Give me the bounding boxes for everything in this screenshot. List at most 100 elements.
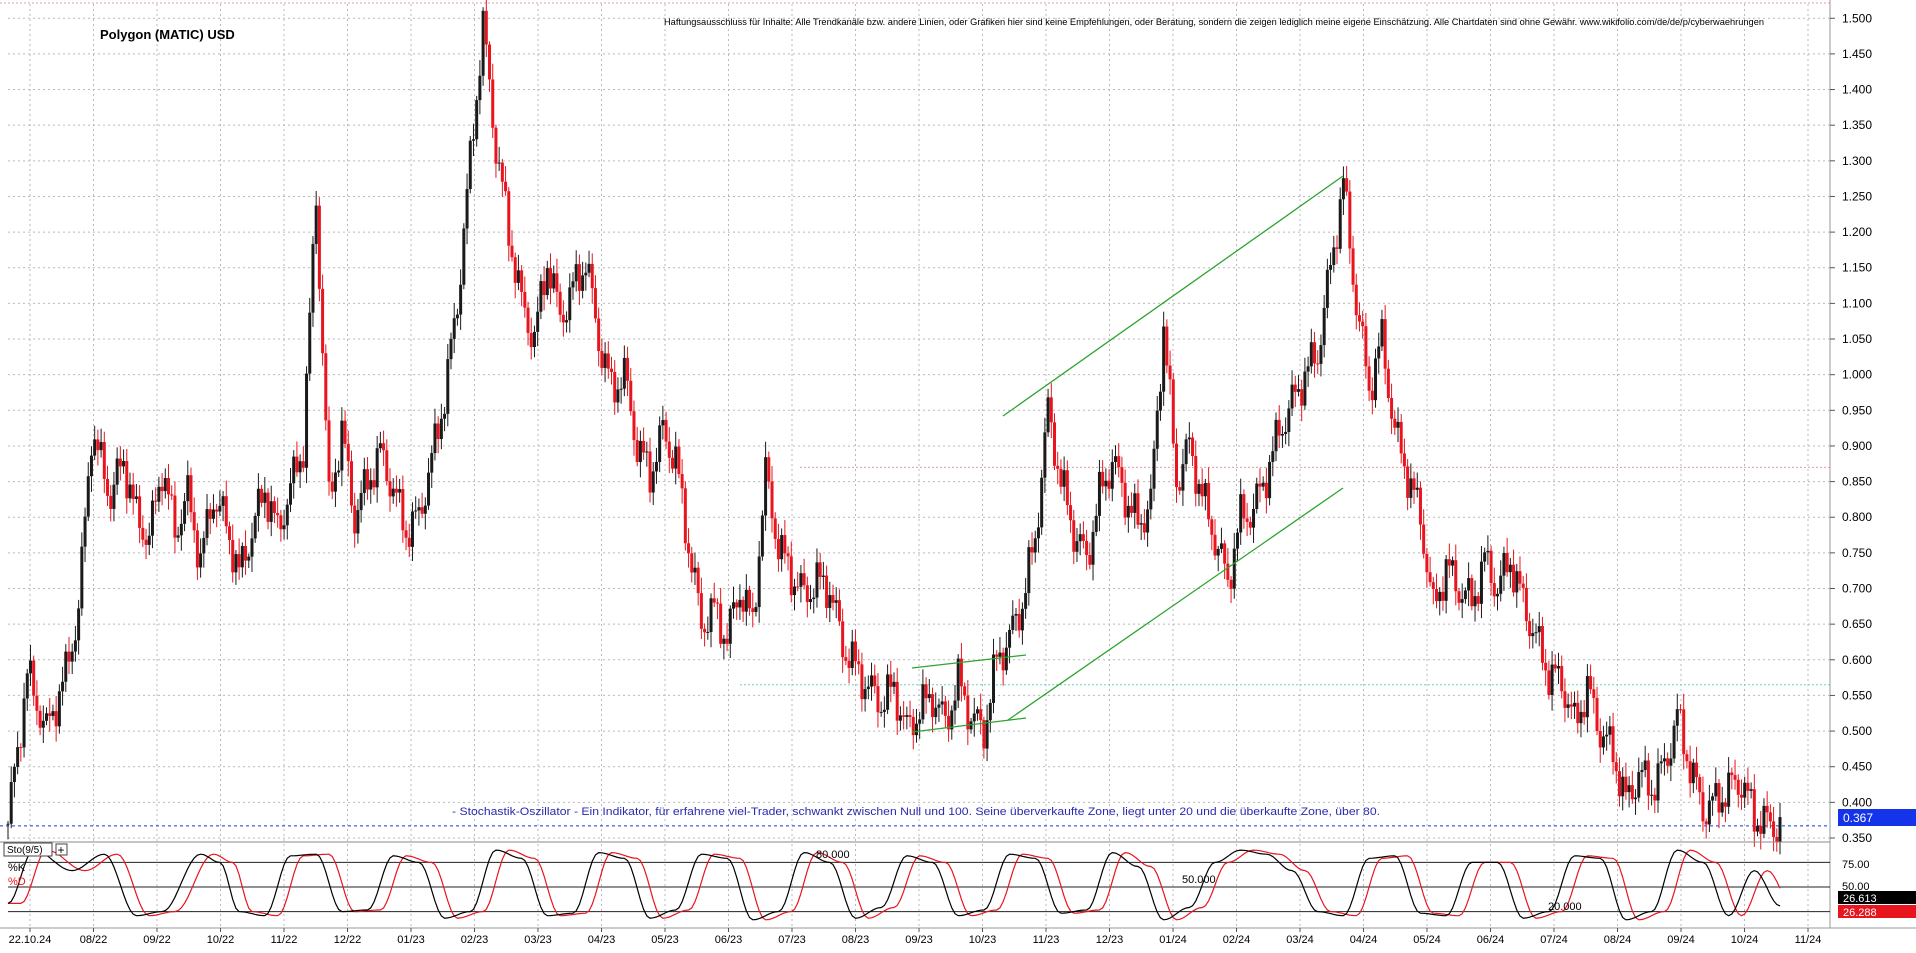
- candle-body: [231, 540, 235, 573]
- price-candle: [1332, 235, 1336, 273]
- price-candle: [565, 311, 569, 333]
- candle-body: [815, 562, 819, 598]
- price-tick-label: 1.000: [1842, 368, 1872, 382]
- candle-body: [770, 481, 774, 519]
- candle-body: [671, 457, 674, 469]
- candle-body: [1386, 368, 1390, 398]
- candle-body: [1752, 789, 1756, 832]
- candle-body: [1181, 464, 1185, 491]
- price-candle: [1120, 456, 1124, 497]
- price-candle: [488, 41, 492, 92]
- candle-body: [449, 338, 453, 360]
- price-candle: [1277, 405, 1281, 449]
- price-candle: [1203, 478, 1207, 511]
- candle-body: [648, 451, 652, 493]
- price-candle: [1496, 588, 1500, 611]
- candle-body: [128, 484, 132, 499]
- candle-body: [1065, 470, 1069, 506]
- price-candle: [853, 629, 857, 676]
- price-candle: [632, 400, 636, 456]
- price-candle: [577, 254, 581, 306]
- price-candle: [1004, 632, 1008, 675]
- price-candle: [455, 308, 459, 326]
- candle-body: [420, 507, 424, 514]
- price-candle: [751, 592, 755, 628]
- candle-body: [1544, 662, 1548, 671]
- candle-body: [590, 263, 594, 289]
- price-candle: [908, 700, 912, 728]
- price-candle: [468, 135, 472, 194]
- candle-body: [394, 488, 398, 493]
- price-candle: [921, 669, 925, 724]
- price-candle: [80, 532, 84, 616]
- price-candle: [1075, 528, 1079, 563]
- candle-body: [931, 694, 935, 718]
- candle-body: [1473, 596, 1477, 607]
- candle-body: [337, 470, 341, 473]
- plus-icon[interactable]: +: [58, 843, 65, 857]
- candle-body: [118, 458, 122, 467]
- candle-body: [1357, 315, 1361, 322]
- candle-body: [1252, 508, 1256, 528]
- price-candle: [975, 706, 979, 721]
- price-candle: [613, 360, 617, 415]
- price-candle: [141, 515, 145, 548]
- price-candle: [1210, 515, 1214, 551]
- candle-body: [1601, 736, 1605, 748]
- price-candle: [1534, 623, 1538, 644]
- price-candle: [995, 650, 999, 671]
- price-candle: [1239, 478, 1243, 545]
- price-candle: [1207, 467, 1211, 527]
- price-candle: [600, 338, 604, 376]
- price-candle: [1428, 556, 1432, 587]
- candle-body: [1133, 493, 1137, 513]
- price-candle: [211, 494, 215, 524]
- candle-body: [305, 373, 309, 468]
- price-candle: [1598, 718, 1602, 763]
- price-candle: [1313, 332, 1317, 378]
- price-candle: [324, 344, 328, 431]
- candle-body: [1720, 802, 1724, 813]
- price-candle: [927, 679, 931, 703]
- candle-body: [1335, 247, 1339, 249]
- candle-body: [1682, 709, 1686, 755]
- candle-body: [237, 554, 241, 568]
- price-candle: [728, 605, 732, 659]
- expand-indicator-button[interactable]: [55, 843, 68, 856]
- price-candle: [931, 687, 935, 733]
- candle-body: [288, 483, 292, 505]
- price-candle: [433, 408, 437, 461]
- price-candle: [1720, 786, 1724, 817]
- candle-body: [311, 244, 315, 313]
- candle-body: [1085, 540, 1089, 556]
- price-candle: [115, 447, 119, 495]
- candle-body: [821, 575, 825, 577]
- candle-body: [144, 539, 148, 545]
- candle-body: [1367, 366, 1371, 391]
- candle-body: [610, 368, 614, 373]
- candle-body: [1219, 543, 1223, 549]
- disclaimer-text: Haftungsausschluss für Inhalte: Alle Tre…: [664, 17, 1764, 27]
- candle-body: [1518, 571, 1522, 584]
- candle-body: [1460, 599, 1464, 603]
- price-candle: [1476, 592, 1480, 612]
- price-candle: [1146, 500, 1150, 547]
- candle-body: [1194, 456, 1198, 494]
- time-tick-label: 08/22: [80, 934, 108, 946]
- candle-body: [170, 494, 174, 496]
- price-candle: [1386, 359, 1390, 403]
- price-candle: [317, 197, 321, 302]
- time-tick-label: 12/23: [1096, 934, 1124, 946]
- candle-body: [1348, 191, 1352, 249]
- price-candle: [552, 265, 556, 293]
- candle-body: [1390, 397, 1394, 419]
- candle-body: [1772, 821, 1776, 838]
- candle-body: [1361, 321, 1365, 327]
- candle-body: [73, 640, 77, 652]
- price-candle: [1422, 509, 1426, 559]
- price-candle: [940, 686, 944, 715]
- candle-body: [558, 291, 562, 315]
- price-candle: [202, 531, 206, 568]
- price-candle: [892, 672, 896, 695]
- price-candle: [394, 475, 398, 507]
